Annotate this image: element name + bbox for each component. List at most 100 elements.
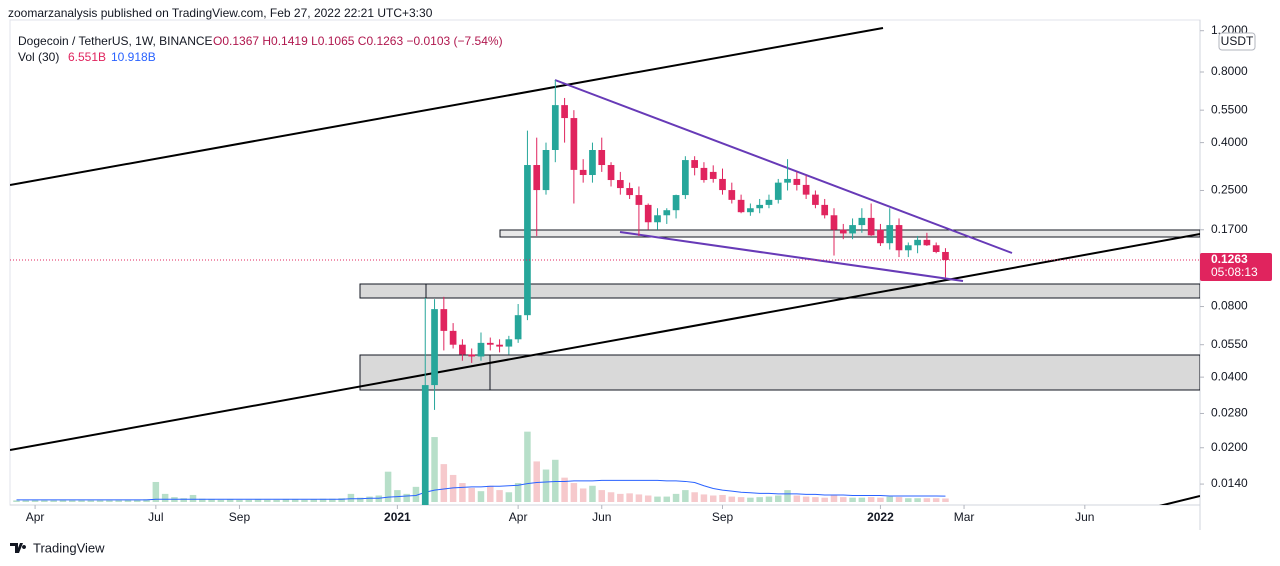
volume-bar bbox=[840, 497, 847, 502]
candle-body bbox=[551, 105, 559, 150]
candle-body bbox=[644, 204, 652, 223]
candle-body bbox=[821, 204, 829, 216]
volume-bar bbox=[858, 497, 866, 502]
volume-bar bbox=[682, 490, 689, 502]
volume-bar bbox=[50, 500, 57, 502]
volume-bar bbox=[784, 490, 791, 502]
symbol-legend: Dogecoin / TetherUS, 1W, BINANCE bbox=[18, 34, 213, 48]
candle-body bbox=[626, 188, 633, 196]
x-tick-label: 2022 bbox=[867, 510, 894, 524]
volume-bar bbox=[208, 499, 215, 502]
volume-bar bbox=[802, 496, 810, 502]
volume-bar bbox=[728, 496, 736, 502]
volume-bar bbox=[867, 497, 875, 502]
volume-bar bbox=[477, 491, 485, 502]
volume-bar bbox=[282, 499, 290, 502]
candle-body bbox=[728, 190, 736, 200]
candle-body bbox=[533, 165, 541, 191]
drawings bbox=[10, 27, 1200, 505]
volume-bar bbox=[607, 492, 615, 502]
x-tick-label: Sep bbox=[712, 510, 734, 524]
candle-body bbox=[802, 184, 810, 195]
volume-bar bbox=[570, 483, 578, 502]
y-tick-label: 0.0140 bbox=[1211, 476, 1248, 490]
ohlc-legend: O0.1367 H0.1419 L0.1065 C0.1263 −0.0103 … bbox=[213, 34, 503, 48]
x-tick-label: Sep bbox=[229, 510, 251, 524]
volume-bar bbox=[617, 493, 624, 502]
volume-bar bbox=[366, 496, 373, 502]
volume-bar bbox=[134, 499, 141, 502]
volume-bar bbox=[124, 499, 132, 502]
wedge-line bbox=[619, 231, 964, 282]
volume-bar bbox=[691, 492, 698, 502]
candle-body bbox=[849, 225, 856, 234]
volume-bar bbox=[329, 498, 336, 502]
candle-body bbox=[635, 195, 643, 205]
volume-bar bbox=[468, 487, 475, 502]
publish-header: zoomarzanalysis published on TradingView… bbox=[8, 6, 433, 20]
y-tick-label: 0.0200 bbox=[1211, 440, 1248, 454]
candle-body bbox=[421, 385, 429, 505]
volume-bar bbox=[245, 499, 252, 502]
channel-line bbox=[10, 233, 1200, 451]
candle-body bbox=[793, 178, 801, 185]
volume-bar bbox=[877, 497, 884, 502]
candle-body bbox=[598, 149, 606, 166]
candle-body bbox=[486, 342, 494, 345]
volume-bar bbox=[830, 495, 838, 502]
plot-area bbox=[9, 19, 1201, 506]
volume-bar bbox=[412, 486, 420, 502]
volume-bar bbox=[403, 493, 410, 502]
volume-bar bbox=[217, 499, 225, 502]
candle-body bbox=[431, 309, 438, 386]
volume-bar bbox=[106, 500, 113, 502]
volume-bar bbox=[41, 500, 48, 502]
wedge-line bbox=[554, 79, 1013, 254]
volume-bar bbox=[13, 500, 20, 502]
volume-value: 6.551B bbox=[68, 50, 106, 64]
y-tick-label: 0.0800 bbox=[1211, 299, 1248, 313]
volume-bar bbox=[932, 498, 940, 502]
candle-body bbox=[579, 169, 587, 176]
volume-bar bbox=[273, 499, 280, 502]
candle-body bbox=[654, 215, 661, 223]
volume-bar bbox=[394, 490, 401, 502]
volume-bar bbox=[487, 485, 494, 502]
volume-bar bbox=[654, 496, 661, 502]
candle-body bbox=[477, 342, 485, 357]
volume-bar bbox=[626, 493, 633, 502]
y-tick-label: 0.1700 bbox=[1211, 222, 1248, 236]
y-tick-label: 0.2500 bbox=[1211, 183, 1248, 197]
y-tick-label: 0.4000 bbox=[1211, 135, 1248, 149]
candle-body bbox=[942, 251, 949, 261]
volume-bar bbox=[59, 499, 67, 502]
candle-body bbox=[589, 149, 596, 176]
volume-bar bbox=[719, 494, 726, 502]
candle-body bbox=[914, 239, 921, 246]
volume-bar bbox=[68, 500, 76, 502]
volume-bar bbox=[375, 495, 383, 502]
currency-button-label[interactable]: USDT bbox=[1221, 34, 1254, 48]
volume-bar bbox=[431, 437, 438, 502]
candle-body bbox=[756, 204, 764, 209]
volume-bar bbox=[356, 497, 364, 502]
candle-body bbox=[812, 194, 819, 205]
volume-bar bbox=[542, 469, 550, 502]
volume-bar bbox=[180, 498, 187, 502]
last-price-tag bbox=[1200, 253, 1272, 282]
currency-button[interactable] bbox=[1218, 32, 1256, 51]
tradingview-logo bbox=[10, 543, 27, 553]
volume-bar bbox=[459, 483, 466, 502]
volume-bar bbox=[96, 500, 104, 502]
volume-bar bbox=[914, 498, 921, 502]
candle-body bbox=[784, 178, 791, 183]
candle-body bbox=[737, 199, 745, 213]
volume-bar bbox=[384, 471, 392, 502]
candle-body bbox=[449, 330, 457, 345]
candle-body bbox=[774, 182, 782, 200]
candle-body bbox=[459, 344, 466, 355]
volume-bar bbox=[236, 499, 243, 502]
volume-bar bbox=[579, 488, 587, 502]
volume-bar bbox=[793, 495, 801, 502]
